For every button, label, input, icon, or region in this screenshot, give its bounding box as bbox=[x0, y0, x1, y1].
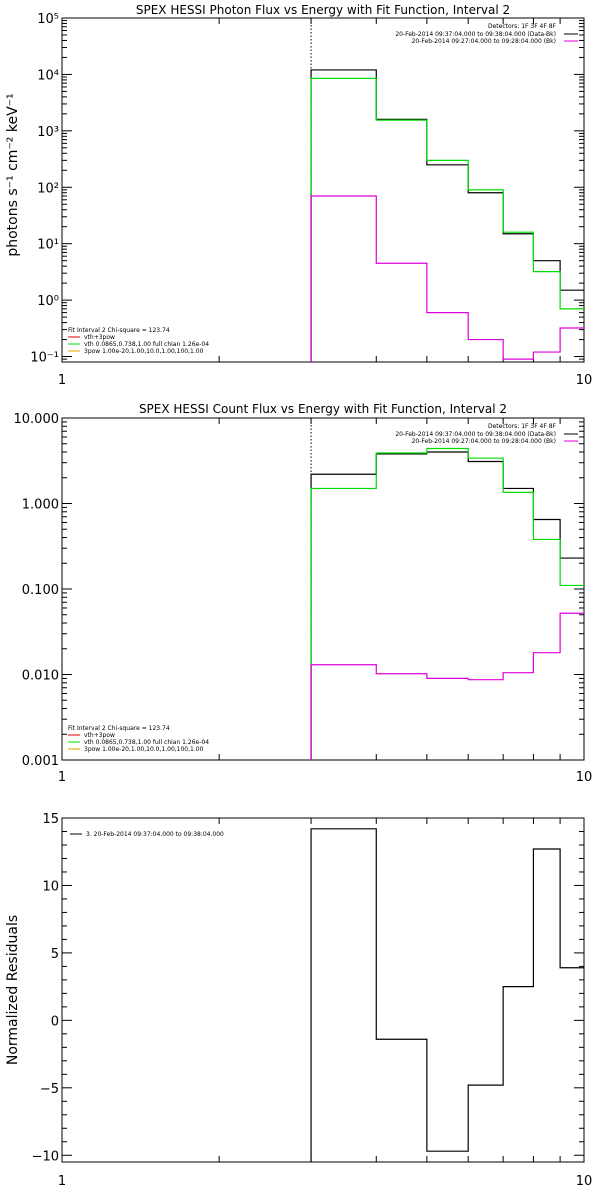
legend-entry-1: 20-Feb-2014 09:37:04.000 to 09:38:04.000… bbox=[395, 431, 556, 438]
y-tick-label: 0.100 bbox=[22, 583, 59, 598]
fit-legend-entry-1: vth+3pow bbox=[84, 334, 115, 341]
y-tick-label: 10⁵ bbox=[37, 12, 59, 27]
y-tick-label: 10² bbox=[37, 181, 59, 196]
plot-frame bbox=[61, 817, 585, 1163]
chart-title: SPEX HESSI Photon Flux vs Energy with Fi… bbox=[136, 3, 510, 17]
x-tick-label: 10 bbox=[576, 770, 593, 785]
chart-panel-1: SPEX HESSI Photon Flux vs Energy with Fi… bbox=[5, 3, 592, 388]
fit-legend-entry-3: 3pow 1.00e-20,1.00,10.0,1.00,100,1.00 bbox=[84, 746, 204, 753]
legend-header: Detectors: 1F 3F 4F 8F bbox=[488, 23, 557, 30]
y-tick-label: 0.001 bbox=[22, 754, 59, 769]
x-tick-label: 10 bbox=[576, 373, 593, 388]
chart-panel-3: −10 −5 0 5 10 15 1 10 Normalized Residuals 3. 20-… bbox=[5, 812, 592, 1189]
series-2-line bbox=[310, 77, 584, 362]
x-tick-label: 1 bbox=[58, 373, 66, 388]
y-tick-label: 10⁴ bbox=[37, 68, 59, 83]
series-1-line bbox=[310, 69, 584, 362]
fit-legend-entry-3: 3pow 1.00e-20,1.00,10.0,1.00,100,1.00 bbox=[84, 348, 204, 355]
y-tick-label: 10⁰ bbox=[37, 294, 59, 309]
y-tick-label: 10⁻¹ bbox=[30, 351, 59, 366]
fit-legend-header: Fit Interval 2 Chi-square = 123.74 bbox=[68, 327, 170, 334]
y-tick-label: 10.000 bbox=[14, 412, 60, 427]
series-1-line bbox=[310, 451, 584, 760]
legend-header: Detectors: 1F 3F 4F 8F bbox=[488, 423, 557, 430]
y-axis-label: photons s⁻¹ cm⁻² keV⁻¹ bbox=[5, 93, 21, 256]
fit-legend-entry-2: vth 0.0865,0.738,1.00 full chian 1.26e-0… bbox=[84, 341, 209, 348]
y-tick-label: 10¹ bbox=[37, 238, 59, 253]
legend-entry-1: 20-Feb-2014 09:37:04.000 to 09:38:04.000… bbox=[395, 31, 556, 38]
legend-entry-2: 20-Feb-2014 09:27:04.000 to 09:28:04.000… bbox=[412, 38, 556, 45]
y-tick-label: 10 bbox=[42, 879, 59, 894]
fit-legend-entry-2: vth 0.0865,0.738,1.00 full chian 1.26e-0… bbox=[84, 739, 209, 746]
y-tick-label: −10 bbox=[32, 1149, 59, 1164]
y-tick-label: 1.000 bbox=[22, 498, 59, 513]
series-2-line bbox=[310, 447, 584, 760]
y-tick-label: 0.010 bbox=[22, 669, 59, 684]
fit-legend-header: Fit Interval 2 Chi-square = 123.74 bbox=[68, 725, 170, 732]
y-tick-label: 15 bbox=[42, 812, 59, 827]
fit-legend-entry-1: vth+3pow bbox=[84, 732, 115, 739]
y-tick-label: 5 bbox=[51, 947, 59, 962]
series-3-line bbox=[310, 195, 584, 362]
y-tick-label: 10³ bbox=[37, 125, 59, 140]
chart-title: SPEX HESSI Count Flux vs Energy with Fit… bbox=[139, 402, 507, 416]
residual-legend-entry: 3. 20-Feb-2014 09:37:04.000 to 09:38:04.… bbox=[86, 831, 224, 838]
x-tick-label: 1 bbox=[58, 770, 66, 785]
chart-panel-2: SPEX HESSI Count Flux vs Energy with Fit… bbox=[14, 402, 593, 785]
series-3-line bbox=[310, 612, 584, 760]
y-tick-label: 0 bbox=[51, 1014, 59, 1029]
x-tick-label: 10 bbox=[576, 1174, 593, 1189]
y-axis-label: Normalized Residuals bbox=[5, 915, 21, 1065]
series-1-line bbox=[310, 828, 584, 1162]
x-tick-label: 1 bbox=[58, 1174, 66, 1189]
legend-entry-2: 20-Feb-2014 09:27:04.000 to 09:28:04.000… bbox=[412, 438, 556, 445]
plot-frame bbox=[61, 417, 585, 761]
y-tick-label: −5 bbox=[40, 1082, 59, 1097]
